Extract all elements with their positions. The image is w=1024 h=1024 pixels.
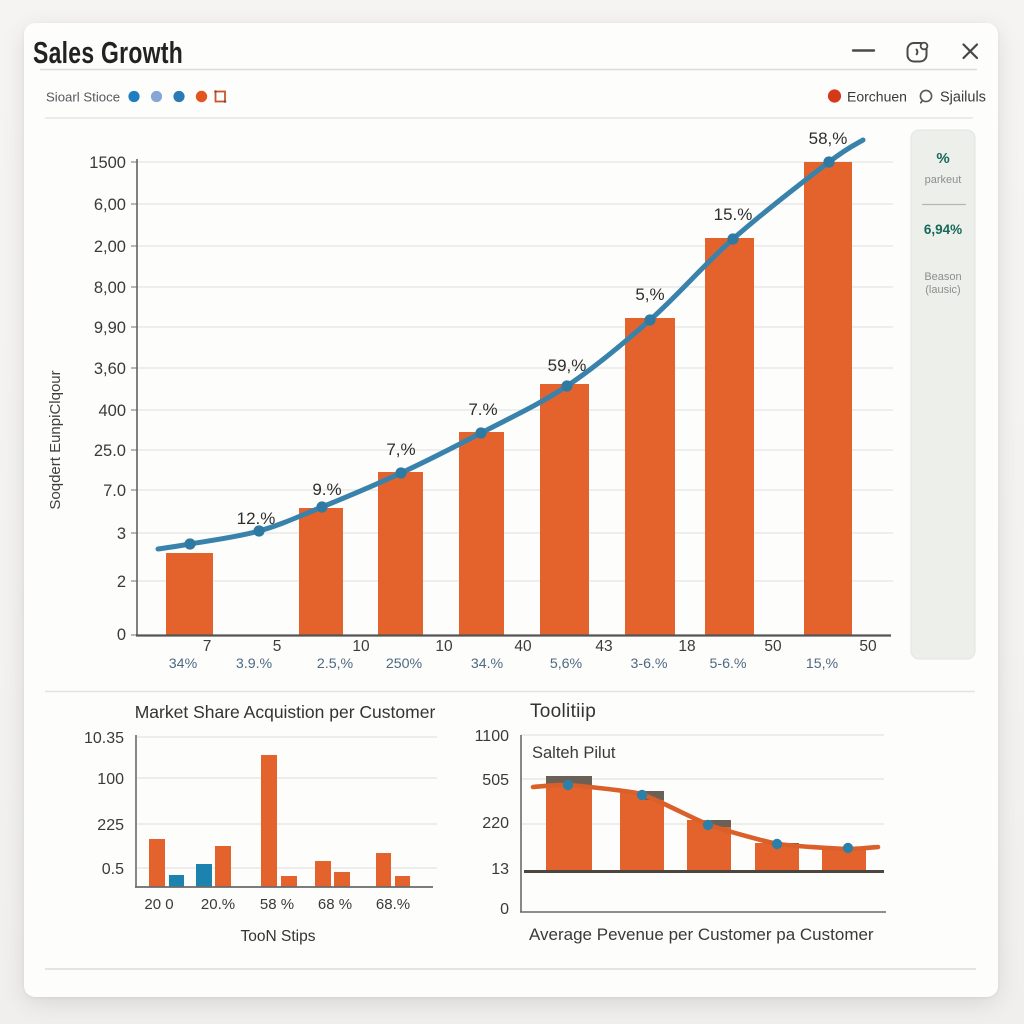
svg-text:15.%: 15.% [714, 205, 753, 224]
svg-text:68 %: 68 % [318, 896, 352, 913]
svg-text:Average Pevenue per Customer p: Average Pevenue per Customer pa Customer [529, 925, 874, 944]
svg-text:7.%: 7.% [468, 400, 497, 419]
svg-text:0: 0 [500, 901, 509, 918]
svg-text:12.%: 12.% [237, 509, 276, 528]
svg-text:15,%: 15,% [806, 656, 839, 672]
svg-text:8,00: 8,00 [94, 279, 126, 297]
svg-text:9,90: 9,90 [94, 319, 126, 337]
svg-text:1500: 1500 [89, 154, 126, 172]
svg-text:5,6%: 5,6% [550, 656, 583, 672]
svg-text:40: 40 [514, 638, 532, 655]
svg-text:3: 3 [117, 525, 126, 543]
svg-text:58 %: 58 % [260, 896, 294, 913]
svg-text:10: 10 [352, 638, 370, 655]
svg-text:3-6.%: 3-6.% [630, 656, 667, 672]
svg-text:220: 220 [482, 815, 509, 832]
svg-text:10.35: 10.35 [84, 730, 124, 747]
svg-text:250%: 250% [386, 656, 423, 672]
svg-text:7,%: 7,% [386, 440, 415, 459]
svg-text:0.5: 0.5 [102, 861, 124, 878]
svg-text:6,00: 6,00 [94, 196, 126, 214]
svg-text:Salteh Pilut: Salteh Pilut [532, 744, 616, 762]
svg-text:43: 43 [595, 638, 612, 655]
svg-text:9.%: 9.% [312, 480, 341, 499]
svg-text:Market Share Acquistion per Cu: Market Share Acquistion per Customer [135, 702, 436, 722]
svg-text:34%: 34% [169, 656, 198, 672]
svg-text:225: 225 [97, 817, 124, 834]
svg-text:2,00: 2,00 [94, 238, 126, 256]
svg-text:%: % [936, 150, 949, 167]
svg-text:7: 7 [203, 638, 212, 655]
svg-text:20 0: 20 0 [144, 896, 173, 913]
svg-text:20.%: 20.% [201, 896, 235, 913]
svg-text:58,%: 58,% [809, 129, 848, 148]
svg-text:5,%: 5,% [635, 285, 664, 304]
svg-text:59,%: 59,% [548, 356, 587, 375]
svg-text:13: 13 [491, 861, 509, 878]
svg-text:TooN Stips: TooN Stips [241, 928, 316, 945]
svg-text:18: 18 [678, 638, 695, 655]
svg-text:Sioarl Stioce: Sioarl Stioce [46, 90, 120, 105]
svg-text:34.%: 34.% [471, 656, 504, 672]
svg-text:7.0: 7.0 [103, 482, 126, 500]
svg-text:3.9.%: 3.9.% [236, 656, 273, 672]
svg-text:400: 400 [98, 402, 126, 420]
svg-text:50: 50 [859, 638, 877, 655]
svg-text:100: 100 [97, 771, 124, 788]
svg-text:Sjailuls: Sjailuls [940, 90, 986, 106]
svg-text:1100: 1100 [475, 728, 510, 745]
svg-text:2.5,%: 2.5,% [317, 656, 354, 672]
svg-text:Beason: Beason [924, 271, 961, 283]
svg-text:6,94%: 6,94% [924, 222, 962, 237]
svg-text:5: 5 [273, 638, 282, 655]
svg-text:Eorchuen: Eorchuen [847, 89, 907, 105]
svg-text:(lausic): (lausic) [925, 284, 960, 296]
svg-text:2: 2 [117, 573, 126, 591]
svg-text:0: 0 [117, 626, 126, 644]
svg-text:Sales Growth: Sales Growth [33, 35, 183, 70]
svg-text:Soqdert EunpiClqour: Soqdert EunpiClqour [47, 370, 64, 509]
svg-text:5-6.%: 5-6.% [709, 656, 746, 672]
svg-text:parkeut: parkeut [925, 174, 962, 186]
svg-text:3,60: 3,60 [94, 360, 126, 378]
svg-text:505: 505 [482, 772, 509, 789]
svg-text:68.%: 68.% [376, 896, 410, 913]
svg-text:Toolitiip: Toolitiip [530, 701, 596, 722]
svg-text:50: 50 [764, 638, 782, 655]
svg-text:10: 10 [435, 638, 453, 655]
svg-text:25.0: 25.0 [94, 442, 126, 460]
